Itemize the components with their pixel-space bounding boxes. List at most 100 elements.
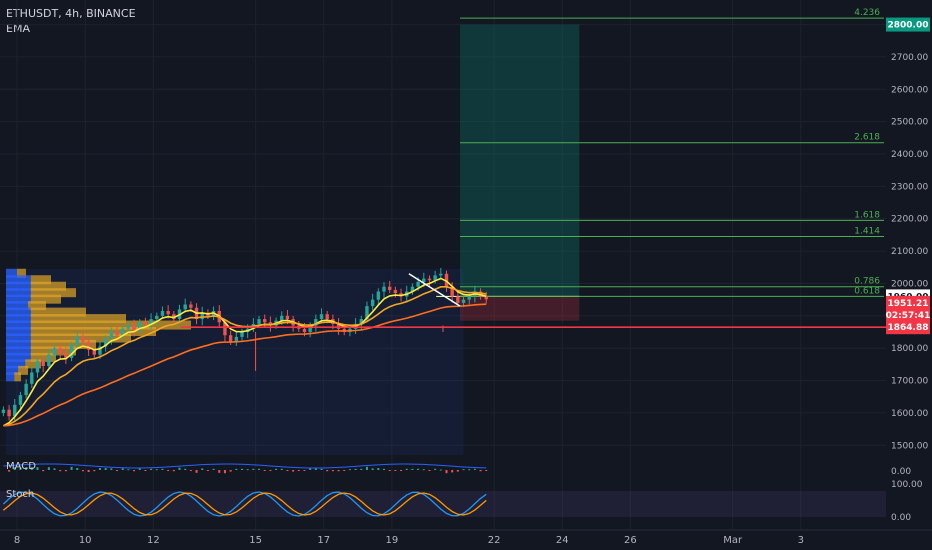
vp-bar-down — [25, 359, 41, 369]
macd-histogram-bar — [223, 470, 226, 474]
long-position-tool[interactable] — [436, 24, 580, 321]
candle-up — [200, 312, 204, 320]
macd-histogram-bar — [331, 470, 334, 472]
macd-histogram-bar — [434, 468, 437, 470]
macd-histogram-bar — [172, 470, 175, 472]
price-badge-text: 1951.21 — [888, 299, 929, 309]
vp-bar-up — [6, 275, 31, 285]
candle-up — [75, 336, 79, 345]
macd-histogram-bar — [297, 470, 300, 471]
macd-label: MACD — [6, 461, 36, 472]
macd-histogram-bar — [451, 470, 454, 473]
indicator-label[interactable]: EMA — [6, 22, 30, 35]
price-tick-label: 2100.00 — [891, 247, 928, 257]
vp-bar-down — [30, 281, 66, 291]
macd-histogram-bar — [127, 469, 130, 471]
vp-bar-down — [28, 301, 46, 311]
candle-down — [115, 332, 119, 336]
time-tick-label: 12 — [147, 535, 160, 546]
macd-histogram-bar — [371, 468, 374, 470]
macd-histogram-bar — [428, 470, 431, 471]
vp-bar-up — [6, 346, 31, 356]
vp-bar-up — [6, 294, 31, 304]
time-tick-label: 15 — [249, 535, 262, 546]
candle-up — [319, 314, 324, 320]
candle-up — [422, 278, 426, 282]
support-line[interactable] — [180, 273, 886, 329]
candle-up — [439, 273, 443, 276]
time-tick-label: 19 — [386, 535, 399, 546]
price-tick-label: 2600.00 — [891, 85, 928, 95]
price-tick-label: 1800.00 — [891, 344, 928, 354]
vp-bar-down — [30, 314, 126, 324]
candle-up — [280, 315, 284, 321]
macd-histogram-bar — [59, 470, 62, 472]
price-badge-text: 2800.00 — [888, 21, 929, 31]
position-stop-zone — [460, 296, 580, 321]
candle-up — [120, 328, 125, 336]
time-tick-label: 24 — [556, 535, 569, 546]
macd-histogram-bar — [411, 468, 414, 470]
macd-histogram-bar — [76, 468, 79, 470]
vp-bar-up — [6, 307, 31, 317]
symbol-title[interactable]: ETHUSDT, 4h, BINANCE — [6, 7, 136, 20]
candle-up — [24, 383, 28, 396]
macd-histogram-bar — [309, 468, 312, 470]
vp-bar-up — [6, 372, 15, 382]
macd-histogram-bar — [87, 470, 90, 472]
candle-down — [189, 304, 193, 308]
candle-up — [359, 319, 363, 324]
macd-histogram-bar — [246, 469, 249, 471]
macd-histogram-bar — [326, 470, 329, 472]
macd-histogram-bar — [212, 468, 215, 470]
macd-tick-label: 0.00 — [891, 467, 911, 477]
position-target-zone — [460, 24, 580, 297]
price-badge — [886, 295, 930, 310]
vp-bar-up — [6, 288, 31, 298]
stoch-tick-label: 100.00 — [891, 480, 923, 490]
vp-bar-up — [6, 281, 31, 291]
macd-histogram-bar — [53, 468, 56, 470]
candle-up — [365, 306, 369, 320]
macd-histogram-bar — [439, 469, 442, 471]
vp-bar-up — [6, 268, 17, 278]
macd-histogram-bar — [354, 468, 357, 470]
macd-histogram-bar — [218, 470, 221, 473]
price-badge-text: 1864.88 — [888, 323, 929, 333]
candle-up — [13, 404, 17, 417]
time-tick-label: Mar — [723, 535, 743, 546]
macd-histogram-bar — [303, 470, 306, 471]
vp-bar-up — [6, 365, 19, 375]
price-axis[interactable]: 1500.001600.001700.001800.001900.002000.… — [886, 0, 932, 550]
macd-histogram-bar — [468, 469, 471, 471]
macd-histogram-bar — [462, 469, 465, 471]
macd-histogram-bar — [269, 470, 272, 471]
macd-histogram-bar — [116, 470, 119, 471]
macd-histogram-bar — [314, 468, 317, 470]
candle-up — [410, 286, 415, 292]
candle-up — [52, 348, 57, 355]
price-axis-bg — [886, 0, 932, 550]
fib-label: 2.618 — [854, 133, 880, 143]
fib-label: 4.236 — [854, 8, 880, 18]
price-badge — [886, 320, 930, 335]
candle-down — [143, 322, 148, 324]
macd-histogram-bar — [343, 470, 346, 471]
macd-histogram-bar — [473, 468, 476, 470]
candle-up — [47, 354, 51, 366]
stoch-pane — [0, 491, 886, 517]
macd-histogram-bar — [13, 467, 16, 470]
macd-histogram-bar — [229, 470, 232, 472]
macd-histogram-bar — [93, 470, 96, 472]
candle-up — [98, 346, 102, 355]
fib-label: 1.414 — [854, 227, 880, 237]
macd-histogram-bar — [365, 466, 368, 470]
macd-histogram-bar — [292, 470, 295, 472]
candle-up — [433, 275, 437, 281]
macd-histogram-bar — [422, 469, 425, 471]
time-axis[interactable]: 8 10 12 15 17 19 22 24 26 Mar 3 — [0, 529, 932, 546]
macd-histogram-bar — [110, 468, 113, 470]
candle-up — [257, 319, 261, 324]
